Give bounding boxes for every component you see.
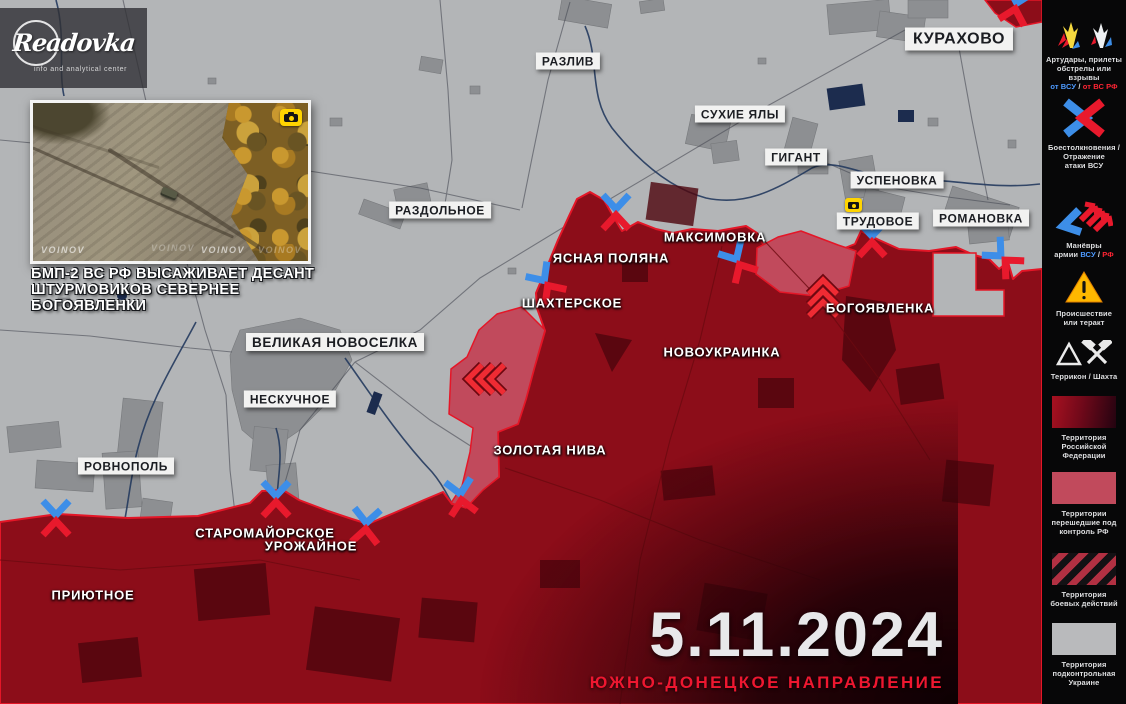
map-direction-title: ЮЖНО-ДОНЕЦКОЕ НАПРАВЛЕНИЕ bbox=[589, 673, 944, 692]
war-map: РАЗЛИВ СУХИЕ ЯЛЫ ГИГАНТ КУРАХОВО УСПЕНОВ… bbox=[0, 0, 1042, 704]
legend-ukraine-line2: подконтрольная bbox=[1052, 669, 1116, 678]
legend-artillery-line2: обстрелы или взрывы bbox=[1056, 64, 1112, 82]
legend-item-ukraine-territory: Территория подконтрольная Украине bbox=[1042, 623, 1126, 687]
legend-item-clashes: Боестолкновения / Отражение атаки ВСУ bbox=[1042, 98, 1126, 170]
territory-notch-romanovka bbox=[932, 252, 1005, 317]
legend-maneuvers-vsu: ВСУ bbox=[1080, 250, 1096, 259]
legend-terricon-line1: Террикон / Шахта bbox=[1050, 372, 1118, 381]
photo-tree-clump bbox=[33, 103, 111, 145]
logo-tagline: info and analytical center bbox=[34, 66, 128, 73]
photo-caption-line2: ШТУРМОВИКОВ СЕВЕРНЕЕ БОГОЯВЛЕНКИ bbox=[31, 282, 240, 315]
map-label-romanovka: РОМАНОВКА bbox=[933, 209, 1029, 227]
photo-inset: VOINOV VOINOV VOINOV VOINOV bbox=[30, 100, 311, 264]
legend-item-maneuvers: Манёвры армии ВСУ / РФ bbox=[1042, 190, 1126, 259]
combat-territory-swatch bbox=[1052, 553, 1116, 585]
logo-wordmark: Readovka bbox=[11, 28, 137, 57]
map-label-yasna-poliana: ЯСНАЯ ПОЛЯНА bbox=[552, 250, 670, 266]
terricon-mine-icon bbox=[1056, 340, 1112, 366]
camera-icon-bump bbox=[288, 112, 294, 115]
camera-icon-lens bbox=[288, 115, 294, 121]
warning-triangle-icon bbox=[1065, 271, 1103, 303]
photo-caption-line1: БМП-2 ВС РФ ВЫСАЖИВАЕТ ДЕСАНТ bbox=[31, 266, 315, 282]
photo-watermark: VOINOV bbox=[41, 245, 86, 255]
map-label-rovnopol: РОВНОПОЛЬ bbox=[78, 457, 174, 475]
photo-watermark: VOINOV bbox=[257, 245, 302, 255]
legend-combat-line2: боевых действий bbox=[1050, 599, 1118, 608]
map-label-velyka-novoselka: ВЕЛИКАЯ НОВОСЕЛКА bbox=[246, 333, 424, 351]
legend-artillery-separator: / bbox=[1078, 82, 1081, 91]
map-label-zolota-nyva: ЗОЛОТАЯ НИВА bbox=[493, 442, 607, 458]
map-label-pryiutne: ПРИЮТНОЕ bbox=[51, 587, 135, 603]
legend-item-rf-territory: Территория Российской Федерации bbox=[1042, 396, 1126, 460]
legend-item-incident: Происшествие или теракт bbox=[1042, 270, 1126, 327]
terricon-triangle-icon bbox=[1056, 341, 1083, 366]
map-label-urozhaine: УРОЖАЙНОЕ bbox=[264, 538, 358, 554]
legend-artillery-from-vsu: от ВСУ bbox=[1050, 82, 1077, 91]
legend-clashes-line3: атаки ВСУ bbox=[1064, 161, 1104, 170]
legend-item-captured-territory: Территории перешедшие под контроль РФ bbox=[1042, 472, 1126, 536]
legend-rf-line1: Территория Российской bbox=[1061, 433, 1107, 451]
legend-captured-line3: контроль РФ bbox=[1059, 527, 1109, 536]
date-block: 5.11.2024 ЮЖНО-ДОНЕЦКОЕ НАПРАВЛЕНИЕ bbox=[590, 604, 944, 693]
legend-item-terricon-mine: Террикон / Шахта bbox=[1042, 340, 1126, 381]
photo-watermark: VOINOV bbox=[201, 245, 246, 255]
map-label-neskuchne: НЕСКУЧНОЕ bbox=[243, 390, 337, 408]
rf-territory-swatch bbox=[1052, 396, 1116, 428]
map-label-kurakhove: КУРАХОВО bbox=[904, 27, 1014, 51]
photo-caption: БМП-2 ВС РФ ВЫСАЖИВАЕТ ДЕСАНТ ШТУРМОВИКО… bbox=[31, 266, 341, 315]
map-date: 5.11.2024 bbox=[649, 600, 944, 670]
legend-maneuvers-rf: РФ bbox=[1102, 250, 1114, 259]
legend-clashes-line1: Боестолкновения / bbox=[1048, 143, 1120, 152]
map-label-trudove: ТРУДОВОЕ bbox=[836, 212, 920, 230]
map-label-razdolne: РАЗДОЛЬНОЕ bbox=[389, 201, 491, 219]
legend-rf-line2: Федерации bbox=[1062, 451, 1106, 460]
crossed-hammers-icon bbox=[1081, 340, 1112, 365]
legend-maneuvers-army: армии bbox=[1054, 250, 1079, 259]
legend-artillery-line1: Артудары, прилеты bbox=[1045, 55, 1123, 64]
ukraine-territory-swatch bbox=[1052, 623, 1116, 655]
camera-icon bbox=[845, 198, 862, 212]
camera-icon-lens bbox=[851, 203, 856, 208]
territory-captured-bohoiavlenka bbox=[755, 230, 857, 297]
photo-watermark: VOINOV bbox=[151, 243, 196, 253]
artillery-strike-icon bbox=[1058, 22, 1112, 49]
legend-captured-line2: перешедшие под bbox=[1051, 518, 1117, 527]
legend-item-artillery: Артудары, прилеты обстрелы или взрывы от… bbox=[1042, 20, 1126, 91]
captured-territory-swatch bbox=[1052, 472, 1116, 504]
map-label-gigant: ГИГАНТ bbox=[765, 148, 827, 166]
legend-artillery-from-rf: от ВС РФ bbox=[1082, 82, 1118, 91]
legend-item-combat-territory: Территория боевых действий bbox=[1042, 553, 1126, 608]
legend-captured-line1: Территории bbox=[1061, 509, 1107, 518]
legend-ukraine-line3: Украине bbox=[1068, 678, 1100, 687]
map-label-maksymovka: МАКСИМОВКА bbox=[663, 229, 767, 245]
map-label-shakhterske: ШАХТЕРСКОЕ bbox=[521, 295, 623, 311]
legend-sidebar: Артудары, прилеты обстрелы или взрывы от… bbox=[1042, 0, 1126, 704]
legend-combat-line1: Территория bbox=[1061, 590, 1107, 599]
legend-maneuvers-separator: / bbox=[1097, 250, 1101, 259]
legend-clashes-line2: Отражение bbox=[1063, 152, 1105, 161]
legend-incident-line2: или теракт bbox=[1063, 318, 1105, 327]
map-label-staromaiorske: СТАРОМАЙОРСКОЕ bbox=[195, 525, 335, 541]
legend-ukraine-line1: Территория bbox=[1061, 660, 1107, 669]
legend-maneuvers-line1: Манёвры bbox=[1066, 241, 1102, 250]
clash-icon bbox=[1063, 98, 1105, 138]
map-label-razliv: РАЗЛИВ bbox=[535, 52, 601, 70]
readovka-logo: Readovka info and analytical center bbox=[0, 8, 147, 88]
maneuver-icon bbox=[1055, 201, 1113, 236]
map-label-novoukrainka: НОВОУКРАИНКА bbox=[663, 344, 781, 360]
map-label-bohoiavlenka: БОГОЯВЛЕНКА bbox=[825, 300, 935, 316]
map-label-uspenovka: УСПЕНОВКА bbox=[850, 171, 944, 189]
map-label-sukhi-yaly: СУХИЕ ЯЛЫ bbox=[694, 105, 786, 123]
legend-incident-line1: Происшествие bbox=[1055, 309, 1113, 318]
logo-ring bbox=[13, 20, 59, 66]
camera-icon bbox=[280, 109, 302, 126]
